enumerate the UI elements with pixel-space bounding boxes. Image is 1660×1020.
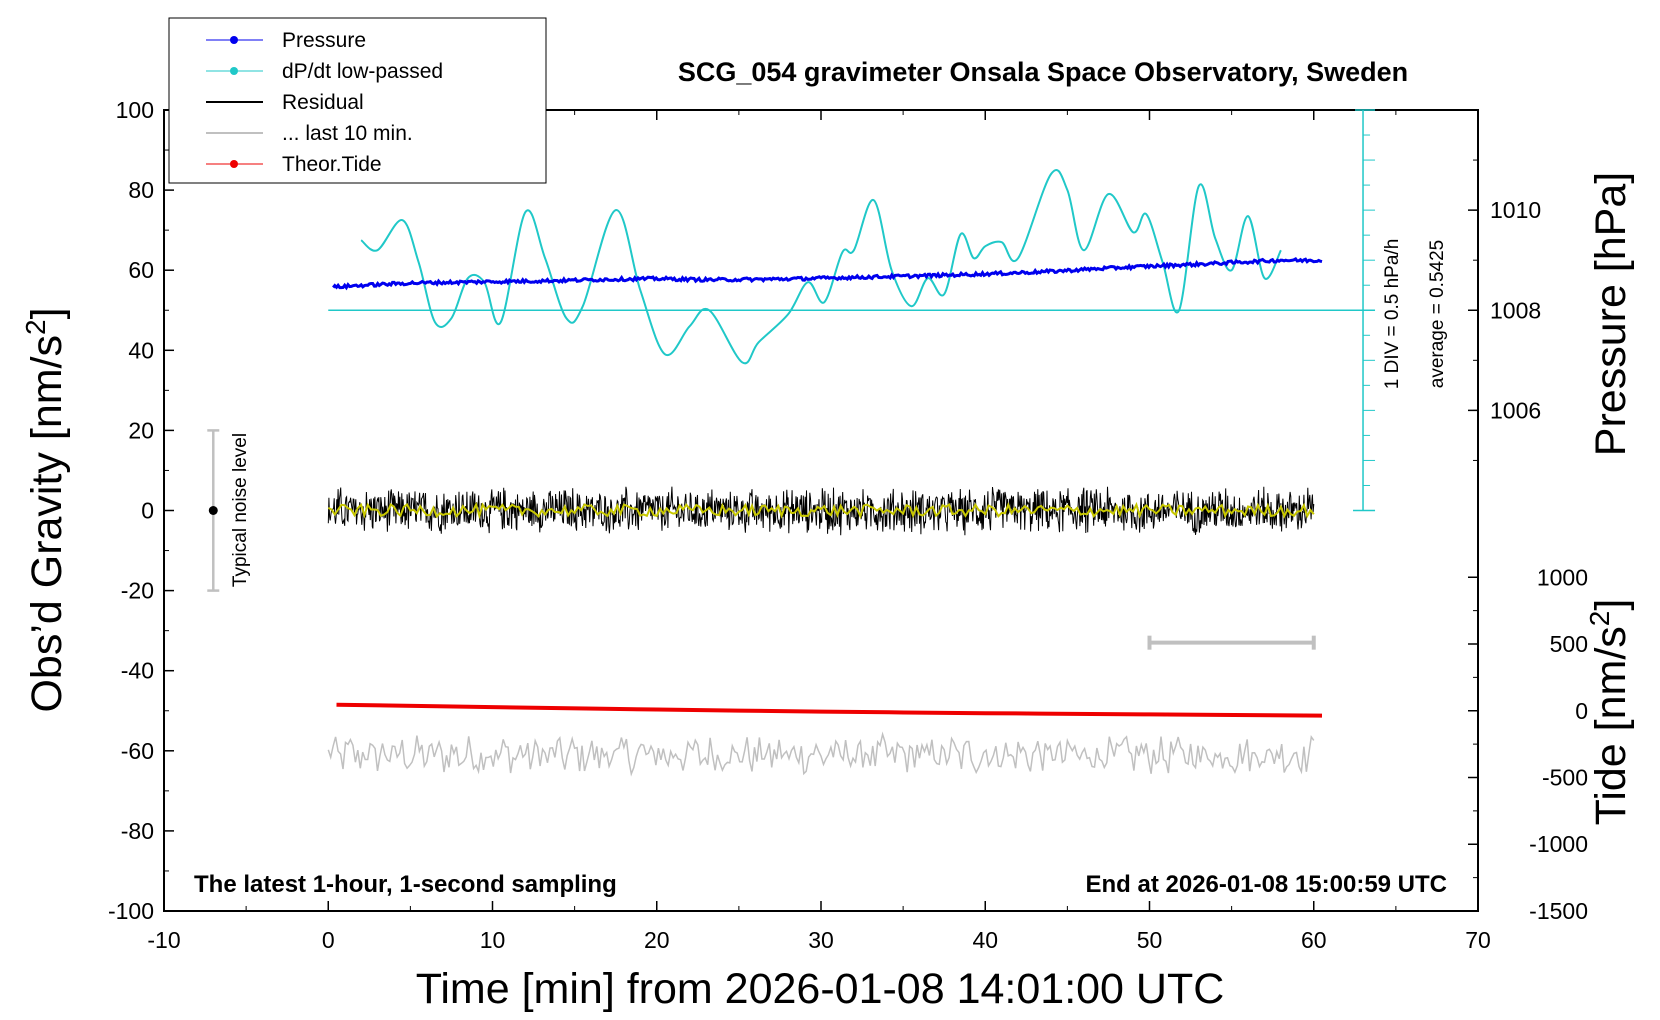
x-axis-label: Time [min] from 2026-01-08 14:01:00 UTC [416,965,1225,1013]
x-tick-label: 30 [808,927,834,953]
legend-item-last10: ... last 10 min. [206,122,413,145]
last10-line [327,731,1315,777]
x-tick-label: -10 [147,927,180,953]
y-tick-label: 20 [128,417,154,443]
x-tick-label: 10 [480,927,506,953]
tide-tick-label: -1500 [1529,898,1588,924]
y-tick-label: 80 [128,177,154,203]
x-tick-label: 70 [1465,927,1491,953]
pressure-tick-label: 1008 [1490,297,1541,323]
end-time-note: End at 2026-01-08 15:00:59 UTC [1086,871,1448,898]
legend-box [168,17,547,184]
legend-label-tide: Theor.Tide [282,153,382,176]
x-tick-label: 0 [322,927,335,953]
tide-tick-label: 1000 [1537,564,1588,590]
legend-label-last10: ... last 10 min. [282,122,413,145]
sampling-note: The latest 1-hour, 1-second sampling [194,871,617,898]
axis-ticks: -10 0 10 20 30 40 50 60 70100806040200-20-40-60-… [108,97,1588,953]
x-tick-label: 20 [644,927,670,953]
chart-title: SCG_054 gravimeter Onsala Space Observat… [678,57,1408,87]
div-label: 1 DIV = 0.5 hPa/h [1382,239,1403,390]
noise-bar-center [208,506,218,515]
pressure-tick-label: 1006 [1490,397,1541,423]
y-tick-label: -40 [121,658,154,684]
tide-tick-label: -1000 [1529,831,1588,857]
x-tick-label: 40 [972,927,998,953]
legend-item-tide: Theor.Tide [206,153,382,176]
legend-label-residual: Residual [282,91,364,114]
pressure-tick-label: 1010 [1490,197,1541,223]
legend-label-pressure: Pressure [282,29,366,52]
noise-level-label: Typical noise level [230,433,251,587]
y-tick-label: -20 [121,578,154,604]
legend-marker-tide [230,160,238,168]
tide-line [336,702,1323,718]
dpdt-line [360,169,1282,365]
y-axis-label-tide: Tide [nm/s2] [1584,599,1635,826]
legend-label-dpdt: dP/dt low-passed [282,60,443,83]
residual-line [327,486,1315,536]
y-tick-label: 100 [116,97,154,123]
y-axis-label-pressure: Pressure [hPa] [1587,172,1635,456]
y-tick-label: 40 [128,337,154,363]
legend-item-residual: Residual [206,91,364,114]
y-tick-label: -60 [121,738,154,764]
tide-tick-label: -500 [1542,764,1588,790]
y-tick-label: 0 [141,498,154,524]
dpdt-scale [328,109,1376,512]
y-axis-label-left: Obs’d Gravity [nm/s2] [20,307,71,712]
y-tick-label: -100 [108,898,154,924]
legend-item-dpdt: dP/dt low-passed [206,60,443,83]
legend-item-pressure: Pressure [206,29,366,52]
legend-marker-dpdt [230,67,238,75]
legend: Pressure dP/dt low-passed Residual ... l… [168,17,547,184]
tide-tick-label: 0 [1575,698,1588,724]
average-label: average = 0.5425 [1427,240,1448,388]
residual-smoothed-line [327,501,1315,520]
series-layer [207,169,1323,777]
legend-marker-pressure [230,36,238,44]
pressure-line [332,256,1323,291]
tide-tick-label: 500 [1550,631,1588,657]
x-tick-label: 60 [1301,927,1327,953]
y-tick-label: -80 [121,818,154,844]
x-tick-label: 50 [1137,927,1163,953]
y-tick-label: 60 [128,257,154,283]
